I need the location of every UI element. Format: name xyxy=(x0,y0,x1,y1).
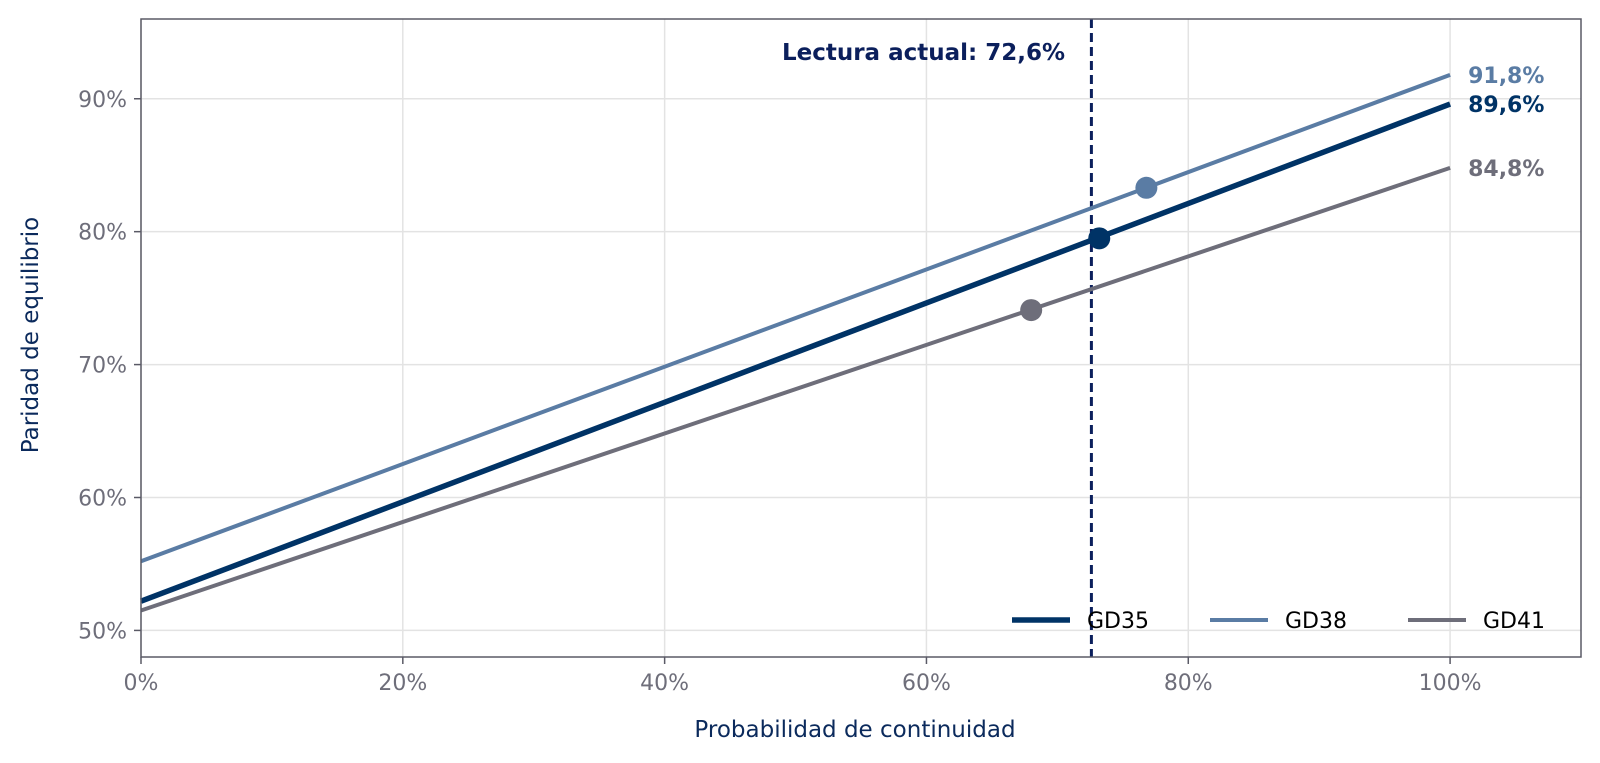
series-group xyxy=(140,72,1452,613)
y-tick-label: 90% xyxy=(78,88,127,113)
end-label-gd35: 89,6% xyxy=(1468,93,1544,118)
plot-border xyxy=(140,18,1582,658)
y-axis-title: Paridad de equilibrio xyxy=(18,217,44,453)
x-tick-label: 0% xyxy=(124,671,159,696)
end-label-gd38: 91,8% xyxy=(1468,64,1544,89)
y-tick-label: 80% xyxy=(78,221,127,246)
end-labels: 89,6% 91,8% 84,8% xyxy=(1468,64,1544,182)
current-reading-annotation: Lectura actual: 72,6% xyxy=(782,40,1065,66)
x-tick-label: 100% xyxy=(1419,671,1482,696)
y-tick-label: 60% xyxy=(78,487,127,512)
grid xyxy=(140,19,1581,657)
series-marker-gd35 xyxy=(1088,227,1111,250)
series-marker-gd38 xyxy=(1135,176,1158,199)
legend: GD35 GD38 GD41 xyxy=(1012,609,1545,634)
x-tick-label: 60% xyxy=(902,671,951,696)
series-marker-gd41 xyxy=(1020,299,1043,322)
end-label-gd41: 84,8% xyxy=(1468,157,1544,182)
legend-label-gd35: GD35 xyxy=(1087,609,1149,634)
legend-label-gd41: GD41 xyxy=(1483,609,1545,634)
x-tick-label: 80% xyxy=(1164,671,1213,696)
x-axis-ticks: 0% 20% 40% 60% 80% 100% xyxy=(124,657,1482,696)
y-axis-ticks: 50% 60% 70% 80% 90% xyxy=(78,88,141,644)
series-line-gd41 xyxy=(140,165,1451,613)
series-line-gd38 xyxy=(140,72,1451,564)
y-tick-label: 70% xyxy=(78,354,127,379)
x-tick-label: 20% xyxy=(378,671,427,696)
plot-frame xyxy=(140,18,1582,658)
legend-label-gd38: GD38 xyxy=(1285,609,1347,634)
series-line-gd35 xyxy=(140,101,1452,604)
x-axis-title: Probabilidad de continuidad xyxy=(694,717,1015,743)
y-tick-label: 50% xyxy=(78,619,127,644)
x-tick-label: 40% xyxy=(640,671,689,696)
